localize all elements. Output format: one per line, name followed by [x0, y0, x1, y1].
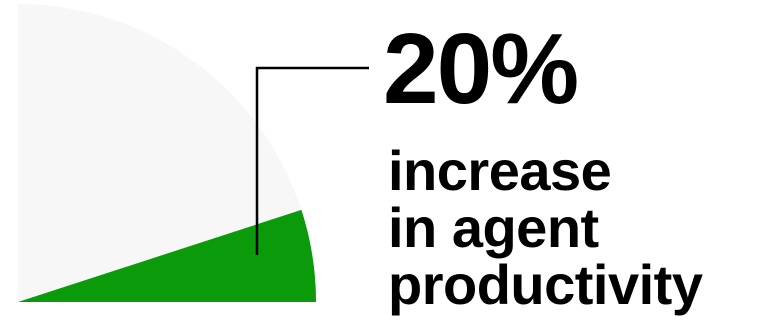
caption-line-1: increase: [388, 139, 612, 202]
pie-slice-highlight: [18, 209, 316, 302]
stat-caption: increase in agent productivity: [388, 139, 703, 316]
caption-line-3: productivity: [388, 253, 703, 316]
leader-line: [255, 66, 369, 255]
stat-value: 20%: [383, 13, 579, 125]
caption-line-2: in agent: [388, 196, 599, 259]
pie-slice-base: [18, 4, 316, 302]
